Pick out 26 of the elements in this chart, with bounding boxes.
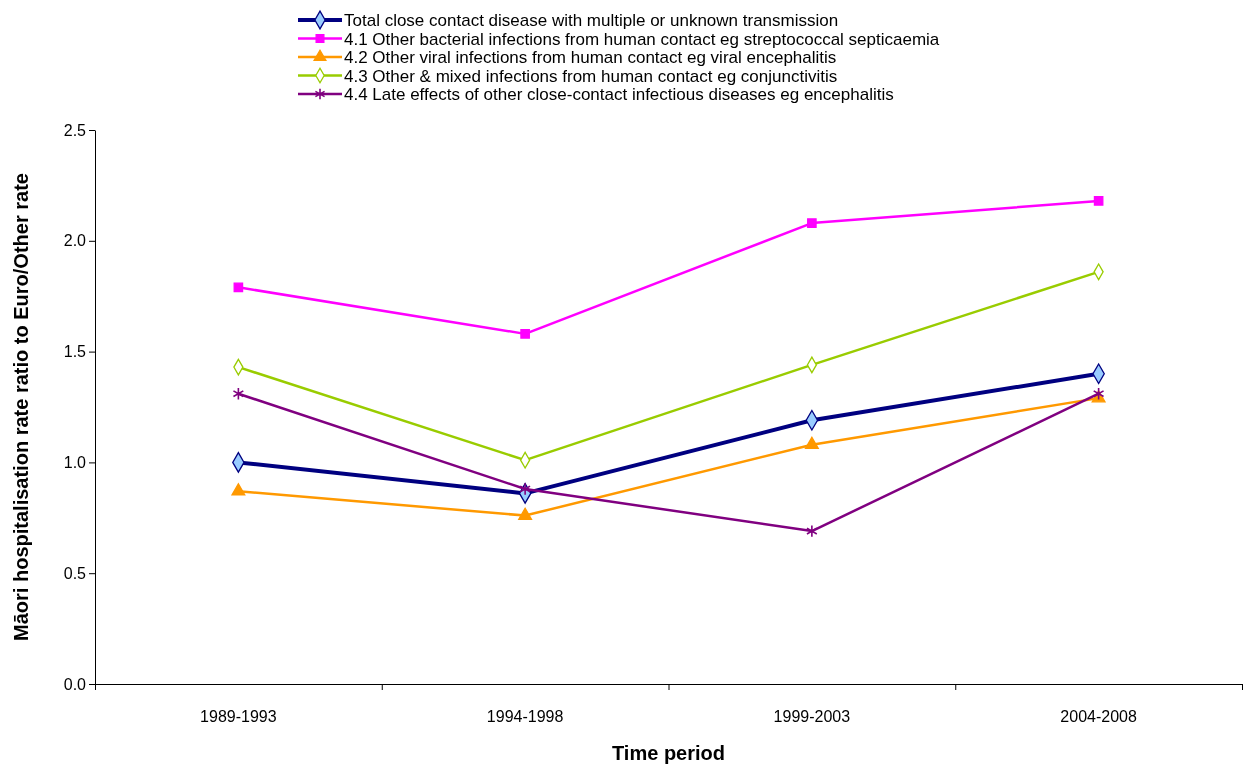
y-tick-label: 1.0 [63,454,87,472]
y-tick-label: 2.0 [63,232,87,250]
legend-label: 4.2 Other viral infections from human contact eg viral encephalitis [344,48,837,67]
point [232,387,245,401]
legend-label: 4.1 Other bacterial infections from human contact eg streptococcal septicaemia [344,29,940,49]
point [231,483,246,496]
y-tick-label: 1.5 [63,343,87,361]
point [806,524,818,538]
x-tick-label: 1994-1998 [486,708,564,725]
point [1093,196,1104,206]
point [520,329,530,339]
point [518,507,533,520]
point [804,436,819,449]
legend-label: 4.3 Other & mixed infections from human contact eg conjunctivitis [344,66,838,86]
point [519,482,531,496]
x-tick-label: 2004-2008 [1060,708,1137,725]
legend-label: 4.4 Late effects of other close-contact infectious diseases eg encephalitis [344,85,894,104]
point [807,218,817,228]
x-axis-title: Time period [612,742,725,764]
x-tick-label: 1999-2003 [773,708,851,725]
x-tick-label: 1989-1993 [200,708,277,725]
y-tick-label: 2.5 [63,121,87,139]
y-tick-label: 0.0 [63,675,87,693]
y-axis-title: Māori hospitalisation rate ratio to Euro/Other rate [10,173,32,641]
legend-label: Total close contact disease with multiple or unknown transmission [344,11,839,30]
y-tick-label: 0.5 [63,564,87,582]
